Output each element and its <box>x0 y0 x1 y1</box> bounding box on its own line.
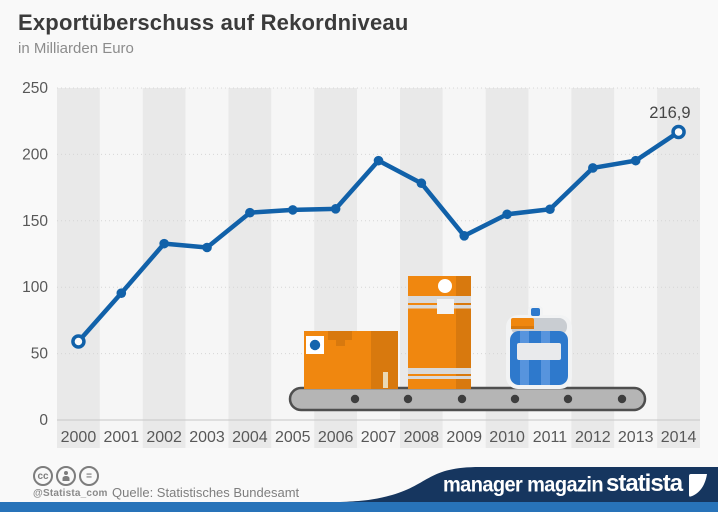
data-point <box>116 288 127 298</box>
y-tick-label: 200 <box>22 146 48 163</box>
data-point <box>416 178 427 189</box>
x-tick-label: 2009 <box>446 429 482 446</box>
data-point <box>287 205 298 215</box>
chart-area: 216,9 0 50 100 150 200 250 2000 2001 2002 2003 200… <box>0 75 718 460</box>
data-point <box>245 207 255 218</box>
y-tick-label: 250 <box>22 80 48 97</box>
x-tick-label: 2011 <box>533 429 568 446</box>
year-stripe <box>228 88 272 448</box>
statista-logo-icon <box>689 474 712 497</box>
tall-carton-icon <box>408 276 471 389</box>
data-point <box>630 155 641 166</box>
year-stripe <box>657 88 700 448</box>
year-stripe <box>57 88 100 448</box>
x-tick-label: 2010 <box>489 429 525 446</box>
x-tick-label: 2002 <box>146 429 182 446</box>
x-tick-label: 2012 <box>575 429 611 446</box>
header: Exportüberschuss auf Rekordniveau in Mil… <box>18 10 408 57</box>
data-point <box>159 238 169 249</box>
axis-labels: 0 50 100 150 200 250 2000 2001 2002 2003 2004 2005 2… <box>22 80 696 446</box>
x-tick-label: 2000 <box>61 429 97 446</box>
license-icons: cc = <box>33 466 99 486</box>
statista-wordmark: statista <box>606 470 683 497</box>
year-stripe <box>142 88 186 448</box>
line-chart: 216,9 0 50 100 150 200 250 2000 2001 2002 2003 200… <box>22 80 700 448</box>
cc-icon: cc <box>33 466 53 486</box>
page-title: Exportüberschuss auf Rekordniveau <box>18 10 409 35</box>
y-tick-label: 0 <box>39 412 48 429</box>
gridlines <box>57 87 700 421</box>
open-data-point <box>71 334 86 349</box>
year-stripe <box>185 88 229 448</box>
chart-subtitle: in Milliarden Euro <box>18 40 134 57</box>
x-tick-label: 2003 <box>189 429 225 446</box>
conveyor-belt-icon <box>288 386 647 412</box>
data-series: 216,9 <box>71 104 691 349</box>
footer-wave <box>0 467 718 512</box>
manager-magazin-logo: manager magazin <box>443 473 604 497</box>
source-note: Quelle: Statistisches Bundesamt <box>112 485 300 500</box>
y-tick-label: 100 <box>22 279 48 296</box>
open-data-point <box>671 124 686 140</box>
no-derivatives-icon: = <box>79 466 99 486</box>
x-tick-label: 2013 <box>618 429 654 446</box>
x-tick-label: 2006 <box>318 429 354 446</box>
y-tick-label: 150 <box>22 213 48 230</box>
attribution-person-icon <box>56 466 76 486</box>
data-point <box>545 204 555 215</box>
statista-handle: @Statista_com <box>33 488 108 499</box>
footer: cc = @Statista_com Quelle: Statistisches… <box>0 455 718 512</box>
last-value-label: 216,9 <box>649 104 690 122</box>
cardboard-box-icon <box>304 331 398 389</box>
data-point <box>459 231 470 241</box>
x-tick-label: 2005 <box>275 429 311 446</box>
data-point <box>330 204 341 214</box>
data-point <box>502 209 512 220</box>
x-tick-label: 2004 <box>232 429 268 446</box>
blue-canister-icon <box>506 306 572 389</box>
data-point <box>373 155 384 166</box>
x-tick-label: 2001 <box>104 429 140 446</box>
y-tick-label: 50 <box>31 346 49 363</box>
data-point <box>588 163 598 173</box>
year-stripe <box>99 88 143 448</box>
export-goods-illustration <box>288 276 647 412</box>
x-tick-label: 2007 <box>361 429 397 446</box>
x-tick-label: 2014 <box>661 429 697 446</box>
x-tick-label: 2008 <box>404 429 440 446</box>
data-point <box>202 242 212 253</box>
